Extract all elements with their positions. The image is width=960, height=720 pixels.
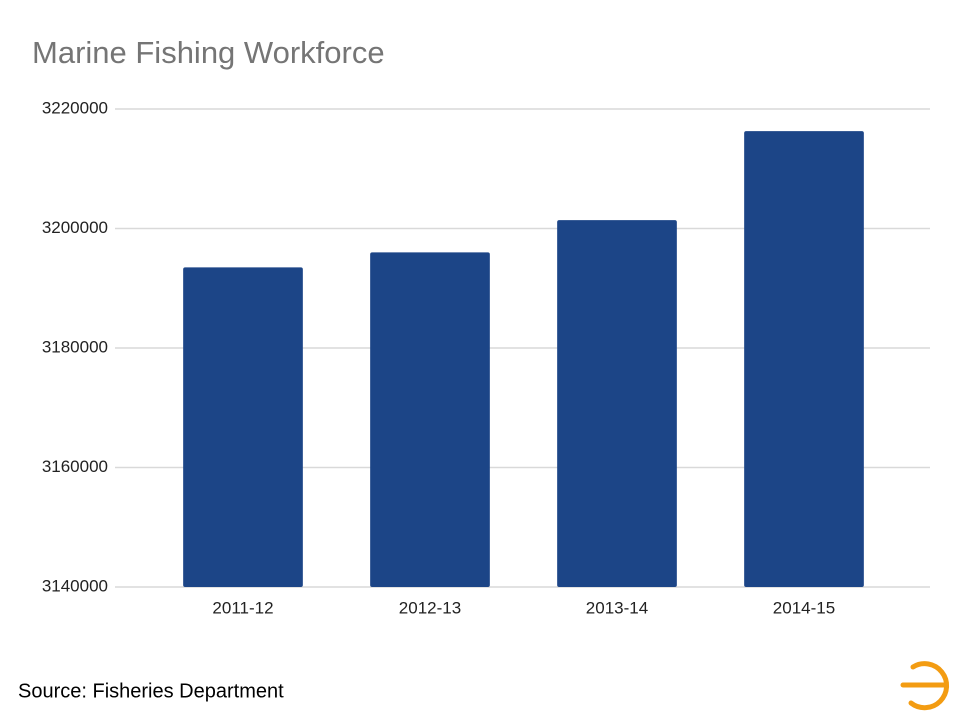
- x-tick-label: 2014-15: [773, 598, 835, 617]
- bar: [370, 252, 490, 587]
- y-tick-label: 3200000: [42, 218, 108, 237]
- y-tick-label: 3220000: [42, 98, 108, 117]
- x-tick-label: 2013-14: [586, 598, 648, 617]
- bar: [744, 131, 864, 588]
- x-tick-label: 2011-12: [212, 598, 273, 617]
- x-tick-label: 2012-13: [399, 598, 461, 617]
- y-tick-label: 3160000: [42, 457, 108, 476]
- logo: [900, 661, 950, 711]
- bar: [557, 220, 677, 587]
- chart-title: Marine Fishing Workforce: [32, 35, 385, 70]
- source-note: Source: Fisheries Department: [18, 680, 284, 702]
- y-tick-label: 3180000: [42, 337, 108, 356]
- y-tick-label: 3140000: [42, 576, 108, 595]
- bar: [183, 267, 303, 587]
